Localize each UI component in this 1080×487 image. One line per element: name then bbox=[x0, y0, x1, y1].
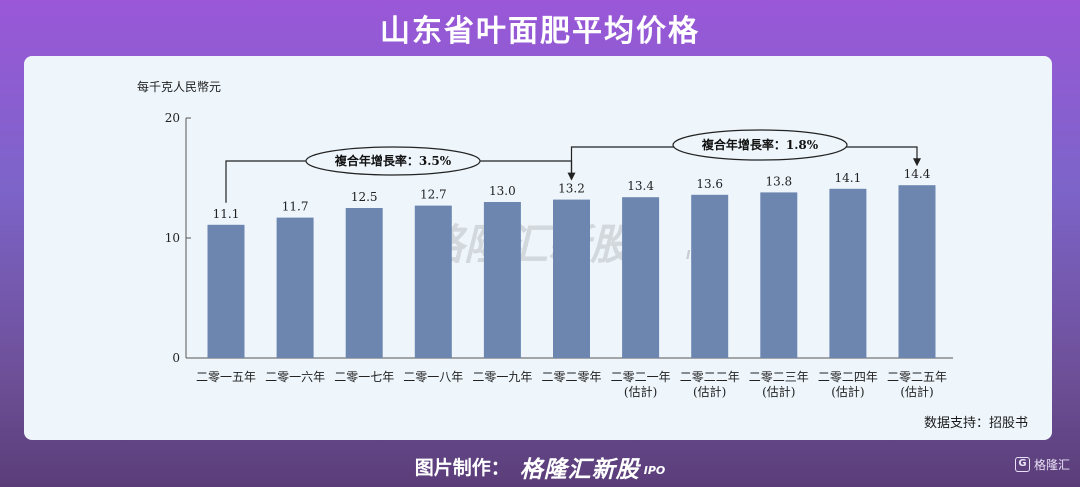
bar-value-label: 13.2 bbox=[558, 182, 585, 196]
x-tick-label: (估計) bbox=[762, 384, 795, 399]
bar-value-label: 13.6 bbox=[696, 177, 723, 191]
annotations: 複合年增長率：3.5% 複合年增長率：1.8% bbox=[225, 129, 921, 203]
bar bbox=[760, 192, 798, 358]
cagr-bubble bbox=[305, 146, 481, 176]
page-title: 山东省叶面肥平均价格 bbox=[380, 14, 700, 49]
x-tick-label: 二零二四年 bbox=[818, 370, 878, 384]
cagr-label: 複合年增長率：1.8% bbox=[701, 137, 819, 152]
bar bbox=[829, 188, 867, 358]
x-tick-label: (估計) bbox=[900, 384, 933, 399]
bar bbox=[483, 202, 521, 358]
bar bbox=[691, 194, 729, 358]
x-tick-label: 二零一六年 bbox=[265, 370, 325, 384]
x-tick-label: 二零二一年 bbox=[611, 370, 671, 384]
bar-value-label: 13.4 bbox=[627, 179, 654, 193]
bar-value-label: 14.4 bbox=[904, 167, 931, 181]
bar bbox=[553, 199, 590, 358]
y-tick-label: 10 bbox=[165, 231, 180, 245]
y-tick-label: 20 bbox=[165, 111, 180, 125]
footer-brand-logo: 格隆汇新股 bbox=[519, 456, 640, 483]
cagr-arrowhead bbox=[913, 158, 921, 167]
bar-value-label: 12.5 bbox=[351, 190, 378, 204]
cagr-label: 複合年增長率：3.5% bbox=[334, 153, 452, 168]
source-note: 数据支持：招股书 bbox=[923, 416, 1028, 431]
bar-value-label: 13.8 bbox=[765, 174, 792, 188]
x-tick-label: (估計) bbox=[624, 384, 657, 399]
footer: 图片制作： 格隆汇新股 IPO bbox=[0, 446, 1080, 487]
x-tick-label: (估計) bbox=[831, 384, 864, 399]
corner-watermark: G 格隆汇 bbox=[1014, 456, 1070, 473]
bar-value-label: 11.1 bbox=[213, 207, 240, 221]
x-tick-label: 二零一八年 bbox=[403, 370, 463, 384]
bar-value-label: 12.7 bbox=[420, 188, 447, 202]
bar-value-label: 13.0 bbox=[489, 184, 516, 198]
bar bbox=[622, 197, 660, 358]
x-tick-label: 二零一七年 bbox=[334, 370, 394, 384]
x-tick-label: 二零一九年 bbox=[472, 370, 532, 384]
corner-label: 格隆汇 bbox=[1033, 458, 1070, 472]
x-tick-label: (估計) bbox=[693, 384, 726, 399]
x-tick-label: 二零一五年 bbox=[196, 370, 256, 384]
g-logo-icon: G bbox=[1014, 457, 1030, 472]
bar-series: 11.1 11.7 12.5 12.7 13.0 13.2 13.4 13.6 13.8 14.1… bbox=[207, 167, 936, 358]
bar bbox=[207, 224, 245, 358]
bar bbox=[345, 208, 383, 358]
cagr-bubble bbox=[672, 129, 848, 161]
bar bbox=[276, 217, 314, 358]
x-tick-label: 二零二三年 bbox=[749, 370, 809, 384]
footer-credit: 图片制作： bbox=[414, 457, 510, 479]
bar bbox=[898, 185, 936, 358]
y-tick-label: 0 bbox=[172, 351, 180, 365]
footer-brand-sub: IPO bbox=[643, 464, 666, 477]
x-tick-label: 二零二二年 bbox=[680, 370, 740, 384]
y-axis-title: 每千克人民幣元 bbox=[137, 79, 221, 94]
bar-value-label: 14.1 bbox=[835, 171, 862, 185]
bar-value-label: 11.7 bbox=[282, 200, 309, 214]
watermark-text: 格隆汇新股 bbox=[422, 220, 637, 269]
x-tick-label: 二零二零年 bbox=[541, 370, 601, 384]
x-tick-label: 二零二五年 bbox=[887, 370, 947, 384]
bar bbox=[414, 205, 452, 358]
title-bar: 山东省叶面肥平均价格 bbox=[0, 0, 1080, 56]
